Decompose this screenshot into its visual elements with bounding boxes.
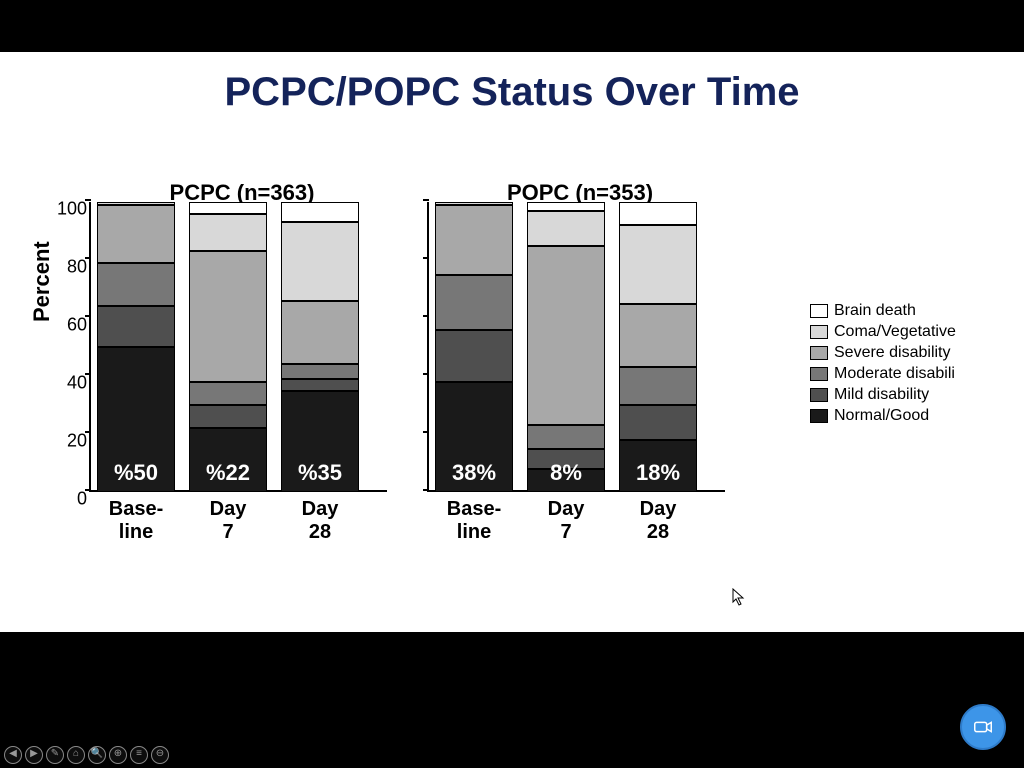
legend-item: Normal/Good: [810, 407, 1000, 425]
y-tick-label: 0: [49, 489, 87, 510]
bar-value-label: %22: [189, 460, 267, 486]
bar-value-label: 8%: [527, 460, 605, 486]
toolbar-button[interactable]: ▶: [25, 746, 43, 764]
toolbar-button[interactable]: ⊕: [109, 746, 127, 764]
segment-brain_death: [281, 202, 359, 222]
segment-severe_disability: [527, 246, 605, 426]
toolbar-button[interactable]: ◀: [4, 746, 22, 764]
x-category-label: Day28: [613, 498, 703, 544]
y-tick-label: 40: [49, 373, 87, 394]
x-category-label: Day7: [183, 498, 273, 544]
segment-moderate_disability: [189, 382, 267, 405]
legend-swatch: [810, 388, 828, 402]
segment-mild_disability: [281, 379, 359, 391]
pcpc-bar: %22: [189, 202, 267, 492]
segment-mild_disability: [435, 330, 513, 382]
segment-moderate_disability: [281, 364, 359, 379]
camera-icon: [972, 716, 994, 738]
legend-swatch: [810, 304, 828, 318]
x-category-label: Day7: [521, 498, 611, 544]
segment-moderate_disability: [435, 275, 513, 330]
popc-bar: 18%: [619, 202, 697, 492]
legend-swatch: [810, 367, 828, 381]
segment-severe_disability: [97, 205, 175, 263]
toolbar-button[interactable]: ≡: [130, 746, 148, 764]
popc-bar: 8%: [527, 202, 605, 492]
legend-label: Mild disability: [834, 386, 929, 404]
legend-swatch: [810, 409, 828, 423]
y-tick-label: 20: [49, 431, 87, 452]
segment-coma_vegetative: [281, 222, 359, 300]
segment-coma_vegetative: [97, 202, 175, 205]
slide-title: PCPC/POPC Status Over Time: [0, 70, 1024, 115]
pcpc-bar: %50: [97, 202, 175, 492]
legend-label: Moderate disabili: [834, 365, 955, 383]
segment-brain_death: [527, 202, 605, 211]
segment-coma_vegetative: [435, 202, 513, 205]
toolbar-button[interactable]: ⌂: [67, 746, 85, 764]
record-button[interactable]: [960, 704, 1006, 750]
legend-label: Normal/Good: [834, 407, 929, 425]
legend-item: Brain death: [810, 302, 1000, 320]
segment-moderate_disability: [527, 425, 605, 448]
bar-value-label: %35: [281, 460, 359, 486]
bar-value-label: %50: [97, 460, 175, 486]
segment-severe_disability: [189, 251, 267, 382]
legend-item: Severe disability: [810, 344, 1000, 362]
presentation-toolbar: ◀▶✎⌂🔍⊕≡⊖: [4, 746, 169, 764]
segment-brain_death: [189, 202, 267, 214]
y-tick-label: 60: [49, 315, 87, 336]
legend-swatch: [810, 346, 828, 360]
legend-label: Brain death: [834, 302, 916, 320]
toolbar-button[interactable]: ✎: [46, 746, 64, 764]
y-tick-label: 80: [49, 257, 87, 278]
segment-severe_disability: [281, 301, 359, 365]
legend-label: Coma/Vegetative: [834, 323, 956, 341]
legend-item: Coma/Vegetative: [810, 323, 1000, 341]
bar-value-label: 18%: [619, 460, 697, 486]
toolbar-button[interactable]: ⊖: [151, 746, 169, 764]
segment-mild_disability: [97, 306, 175, 347]
popc-bar: 38%: [435, 202, 513, 492]
segment-mild_disability: [189, 405, 267, 428]
segment-severe_disability: [619, 304, 697, 368]
toolbar-button[interactable]: 🔍: [88, 746, 106, 764]
x-category-label: Day28: [275, 498, 365, 544]
segment-coma_vegetative: [619, 225, 697, 303]
chart-area: Percent 020406080100 PCPC (n=363)%50Base…: [35, 172, 995, 602]
slide: PCPC/POPC Status Over Time Percent 0 20 40…: [0, 52, 1024, 632]
x-category-label: Base-line: [91, 498, 181, 544]
segment-moderate_disability: [619, 367, 697, 405]
pcpc-bar: %35: [281, 202, 359, 492]
legend: Brain death Coma/Vegetative Severe disabil…: [810, 302, 1000, 428]
segment-coma_vegetative: [527, 211, 605, 246]
bar-value-label: 38%: [435, 460, 513, 486]
segment-brain_death: [619, 202, 697, 225]
x-category-label: Base-line: [429, 498, 519, 544]
legend-item: Moderate disabili: [810, 365, 1000, 383]
legend-label: Severe disability: [834, 344, 951, 362]
segment-coma_vegetative: [189, 214, 267, 252]
segment-moderate_disability: [97, 263, 175, 307]
y-axis-label: Percent: [29, 241, 55, 322]
legend-swatch: [810, 325, 828, 339]
legend-item: Mild disability: [810, 386, 1000, 404]
segment-severe_disability: [435, 205, 513, 275]
segment-mild_disability: [619, 405, 697, 440]
